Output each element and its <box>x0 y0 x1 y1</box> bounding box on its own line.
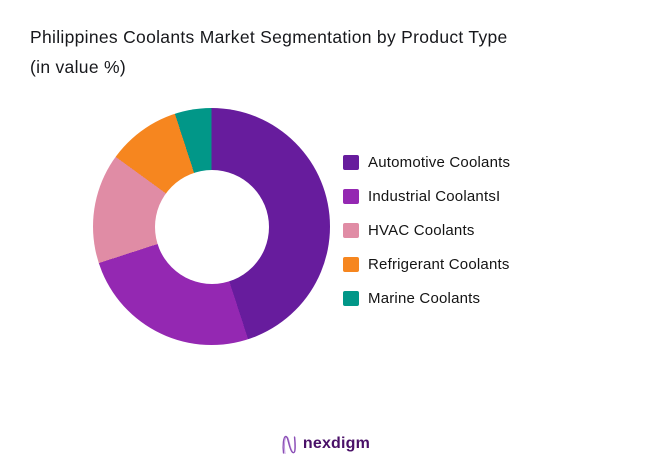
donut-hole <box>154 169 269 284</box>
legend-label: Industrial CoolantsI <box>368 187 501 205</box>
legend-item: Marine Coolants <box>343 281 510 315</box>
brand-footer: nexdigm <box>0 430 650 458</box>
legend-swatch <box>343 222 359 238</box>
legend-label: Refrigerant Coolants <box>368 255 510 273</box>
donut-chart <box>93 108 330 345</box>
legend-item: Refrigerant Coolants <box>343 247 510 281</box>
chart-title: Philippines Coolants Market Segmentation… <box>30 22 630 82</box>
chart-legend: Automotive Coolants Industrial CoolantsI… <box>343 145 510 315</box>
legend-label: HVAC Coolants <box>368 221 475 239</box>
legend-swatch <box>343 256 359 272</box>
legend-swatch <box>343 188 359 204</box>
legend-item: Automotive Coolants <box>343 145 510 179</box>
legend-item: Industrial CoolantsI <box>343 179 510 213</box>
legend-label: Automotive Coolants <box>368 153 511 171</box>
nexdigm-logo-text: nexdigm <box>302 435 371 452</box>
chart-title-line1: Philippines Coolants Market Segmentation… <box>30 27 508 47</box>
legend-swatch <box>343 290 359 306</box>
legend-label: Marine Coolants <box>368 289 481 307</box>
legend-swatch <box>343 154 359 170</box>
chart-title-line2: (in value %) <box>30 57 126 77</box>
nexdigm-n-mark-icon <box>282 435 296 454</box>
legend-item: HVAC Coolants <box>343 213 510 247</box>
